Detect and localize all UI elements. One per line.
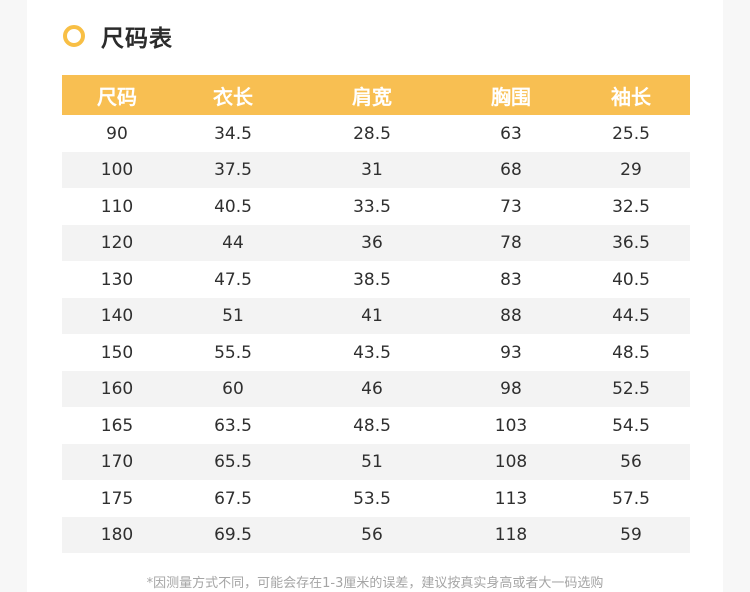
cell-shoulder: 41 [294, 298, 450, 334]
table-row: 110 40.5 33.5 73 32.5 [62, 188, 690, 225]
cell-shoulder: 56 [294, 517, 450, 553]
cell-chest: 108 [450, 444, 572, 480]
table-row: 180 69.5 56 118 59 [62, 517, 690, 553]
cell-sleeve: 36.5 [572, 225, 690, 261]
size-chart-card: 尺码表 尺码 衣长 肩宽 胸围 袖长 90 34.5 28.5 63 25.5 100 37… [27, 0, 723, 592]
cell-sleeve: 48.5 [612, 342, 650, 363]
cell-chest: 78 [450, 225, 572, 261]
cell-shoulder: 33.5 [353, 196, 391, 217]
cell-length: 63.5 [214, 415, 252, 436]
cell-sleeve: 40.5 [612, 269, 650, 290]
cell-sleeve: 25.5 [612, 123, 650, 144]
cell-length: 34.5 [214, 123, 252, 144]
cell-chest: 73 [500, 196, 522, 217]
cell-shoulder: 38.5 [353, 269, 391, 290]
table-row: 175 67.5 53.5 113 57.5 [62, 480, 690, 517]
cell-length: 67.5 [214, 488, 252, 509]
cell-size: 160 [62, 371, 172, 407]
cell-length: 51 [172, 298, 294, 334]
cell-shoulder: 31 [294, 152, 450, 188]
cell-size: 90 [106, 123, 128, 144]
cell-shoulder: 46 [294, 371, 450, 407]
cell-sleeve: 59 [572, 517, 690, 553]
header-size: 尺码 [62, 75, 172, 115]
cell-shoulder: 43.5 [353, 342, 391, 363]
cell-shoulder: 53.5 [353, 488, 391, 509]
cell-size: 140 [62, 298, 172, 334]
cell-chest: 103 [494, 415, 528, 436]
cell-size: 175 [100, 488, 134, 509]
cell-chest: 118 [450, 517, 572, 553]
table-row: 150 55.5 43.5 93 48.5 [62, 334, 690, 371]
cell-size: 110 [100, 196, 134, 217]
cell-size: 120 [62, 225, 172, 261]
cell-chest: 68 [450, 152, 572, 188]
cell-length: 47.5 [214, 269, 252, 290]
table-row: 160 60 46 98 52.5 [62, 371, 690, 407]
circle-icon [63, 25, 85, 47]
cell-length: 44 [172, 225, 294, 261]
table-row: 165 63.5 48.5 103 54.5 [62, 407, 690, 444]
table-body: 90 34.5 28.5 63 25.5 100 37.5 31 68 29 110 40.5 33.5… [62, 115, 690, 553]
size-table: 尺码 衣长 肩宽 胸围 袖长 90 34.5 28.5 63 25.5 100 37.5 31… [62, 75, 690, 553]
cell-chest: 63 [500, 123, 522, 144]
table-row: 170 65.5 51 108 56 [62, 444, 690, 480]
cell-shoulder: 51 [294, 444, 450, 480]
cell-size: 180 [62, 517, 172, 553]
cell-length: 69.5 [172, 517, 294, 553]
cell-sleeve: 54.5 [612, 415, 650, 436]
cell-sleeve: 56 [572, 444, 690, 480]
header-shoulder: 肩宽 [294, 75, 450, 115]
cell-sleeve: 57.5 [612, 488, 650, 509]
cell-size: 150 [100, 342, 134, 363]
cell-size: 170 [62, 444, 172, 480]
table-row: 120 44 36 78 36.5 [62, 225, 690, 261]
cell-chest: 113 [494, 488, 528, 509]
cell-sleeve: 52.5 [572, 371, 690, 407]
cell-length: 65.5 [172, 444, 294, 480]
cell-chest: 93 [500, 342, 522, 363]
table-row: 100 37.5 31 68 29 [62, 152, 690, 188]
cell-size: 100 [62, 152, 172, 188]
cell-length: 55.5 [214, 342, 252, 363]
page-title: 尺码表 [101, 26, 173, 52]
header-chest: 胸围 [450, 75, 572, 115]
cell-sleeve: 29 [572, 152, 690, 188]
header-length: 衣长 [172, 75, 294, 115]
cell-chest: 98 [450, 371, 572, 407]
title-row: 尺码表 [63, 16, 173, 56]
cell-size: 130 [100, 269, 134, 290]
header-sleeve: 袖长 [572, 75, 690, 115]
cell-size: 165 [100, 415, 134, 436]
cell-sleeve: 44.5 [572, 298, 690, 334]
table-row: 130 47.5 38.5 83 40.5 [62, 261, 690, 298]
cell-length: 60 [172, 371, 294, 407]
cell-sleeve: 32.5 [612, 196, 650, 217]
cell-length: 40.5 [214, 196, 252, 217]
cell-chest: 83 [500, 269, 522, 290]
cell-length: 37.5 [172, 152, 294, 188]
table-row: 140 51 41 88 44.5 [62, 298, 690, 334]
cell-shoulder: 28.5 [353, 123, 391, 144]
table-row: 90 34.5 28.5 63 25.5 [62, 115, 690, 152]
cell-chest: 88 [450, 298, 572, 334]
cell-shoulder: 36 [294, 225, 450, 261]
measurement-note: *因测量方式不同，可能会存在1-3厘米的误差，建议按真实身高或者大一码选购 [146, 576, 604, 591]
cell-shoulder: 48.5 [353, 415, 391, 436]
table-header-row: 尺码 衣长 肩宽 胸围 袖长 [62, 75, 690, 115]
